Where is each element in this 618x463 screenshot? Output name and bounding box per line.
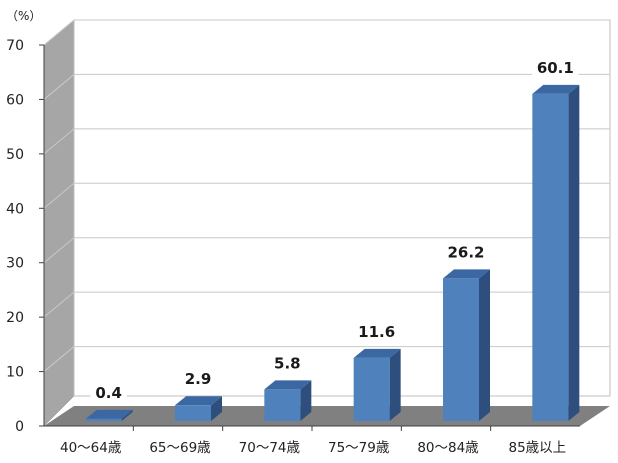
gridline-side xyxy=(43,182,75,209)
data-label-bg xyxy=(269,353,306,374)
bar-front xyxy=(175,405,211,421)
data-label-bg xyxy=(179,369,217,390)
data-label-bg xyxy=(532,57,579,78)
data-label: 60.1 xyxy=(537,59,574,77)
data-label: 0.4 xyxy=(95,384,122,402)
x-tick-label: 80～84歳 xyxy=(417,440,479,456)
y-tick-label: 0 xyxy=(15,419,24,435)
data-label: 2.9 xyxy=(185,370,212,388)
bar-front xyxy=(443,278,479,421)
y-tick-label: 10 xyxy=(6,365,24,381)
bar-side xyxy=(211,396,222,421)
data-label: 26.2 xyxy=(447,243,484,261)
bars: 0.4 2.9 5.8 11.6 26.2 60.1 xyxy=(85,57,580,422)
y-tick-label: 60 xyxy=(6,92,24,108)
bar: 26.2 xyxy=(443,242,490,421)
bar: 60.1 xyxy=(532,57,580,422)
data-label-bg xyxy=(353,321,400,342)
bar: 2.9 xyxy=(175,369,222,421)
bar-top xyxy=(85,409,133,419)
gridline-side xyxy=(43,19,75,46)
gridline-side xyxy=(43,346,75,372)
y-tick-label: 40 xyxy=(6,201,24,217)
bar-top xyxy=(443,269,490,279)
y-tick-label: 70 xyxy=(6,38,24,54)
x-tick-label: 70～74歳 xyxy=(239,440,301,456)
bar-front xyxy=(264,389,301,421)
bar-top xyxy=(532,84,580,94)
x-tick-label: 40～64歳 xyxy=(60,440,122,456)
chart-floor xyxy=(44,406,610,426)
bar-front xyxy=(532,93,569,422)
gridline-side xyxy=(43,74,75,100)
data-label: 5.8 xyxy=(274,354,301,372)
bar-top xyxy=(353,348,401,358)
y-tick-label: 30 xyxy=(6,256,24,272)
chart-back-wall xyxy=(73,19,611,397)
bar-front xyxy=(85,418,122,421)
bar-top xyxy=(264,380,312,390)
bar-side xyxy=(389,348,401,421)
gridline-side xyxy=(43,128,75,155)
chart-left-wall xyxy=(43,19,75,427)
bar-front xyxy=(353,357,390,421)
bar: 11.6 xyxy=(353,321,401,421)
bar-side xyxy=(479,269,490,421)
bar: 5.8 xyxy=(264,353,312,421)
x-tick-label: 85歳以上 xyxy=(508,440,566,456)
data-label-bg xyxy=(90,382,127,403)
data-label-bg xyxy=(443,242,489,263)
bar-top xyxy=(175,396,222,406)
y-tick-label: 50 xyxy=(6,147,24,163)
unit-label: （%） xyxy=(6,9,41,23)
bar-side xyxy=(300,380,312,421)
gridlines xyxy=(43,19,610,372)
y-axis-ticks: 0 10 20 30 40 50 60 70 xyxy=(6,38,44,435)
category-labels: 40～64歳 65～69歳 70～74歳 75～79歳 80～84歳 85歳以上 xyxy=(60,426,566,456)
x-tick-label: 65～69歳 xyxy=(149,440,211,456)
gridline-side xyxy=(43,291,75,318)
bar-side xyxy=(568,84,580,422)
x-tick-label: 75～79歳 xyxy=(328,440,390,456)
y-tick-label: 20 xyxy=(6,310,24,326)
data-label: 11.6 xyxy=(358,323,395,341)
bar: 0.4 xyxy=(85,382,133,421)
gridline-side xyxy=(43,237,75,264)
bar-side xyxy=(121,409,133,421)
